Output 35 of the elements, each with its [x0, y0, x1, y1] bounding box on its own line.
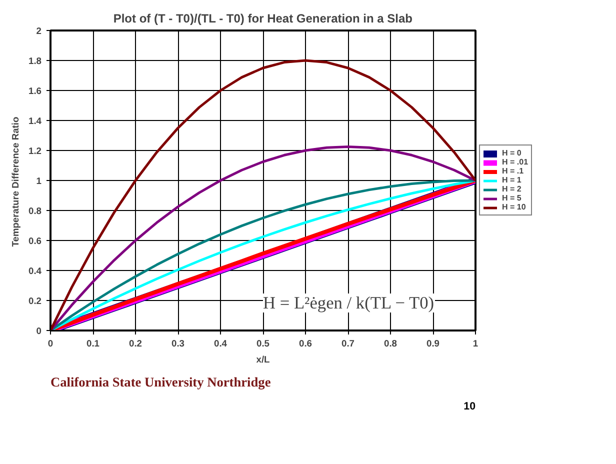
- legend-label: H = .1: [502, 166, 524, 176]
- y-tick-label: 1: [36, 176, 42, 186]
- x-tick-label: 0.7: [342, 338, 354, 348]
- legend-label: H = 5: [502, 194, 522, 202]
- x-tick-label: 0.1: [86, 338, 100, 348]
- x-axis-title: x/L: [256, 354, 270, 364]
- y-tick-label: 0: [36, 326, 42, 336]
- y-tick-label: 0.6: [28, 236, 42, 246]
- x-tick-label: 1: [472, 338, 478, 348]
- y-tick-label: 2: [36, 26, 42, 36]
- text: 10: [464, 400, 476, 412]
- y-axis-title: Temperature Difference Ratio: [10, 116, 21, 247]
- chart-title: Plot of (T - T0)/(TL - T0) for Heat Generation in a Slab: [113, 12, 412, 26]
- x-tick-label: 0.9: [426, 338, 440, 348]
- x-tick-label: 0.4: [214, 338, 228, 348]
- x-tick-label: 0.3: [172, 338, 184, 348]
- y-tick-label: 1.4: [28, 116, 42, 126]
- y-tick-label: 1.2: [28, 146, 42, 156]
- text: California State University Northridge: [50, 374, 271, 390]
- y-tick-label: 0.8: [28, 206, 42, 216]
- x-tick-label: 0.5: [256, 338, 270, 348]
- x-tick-label: 0.8: [384, 338, 397, 348]
- legend-label: H = 10: [502, 202, 526, 212]
- annotation: H = L²ėgen / k(TL − T0): [263, 294, 434, 312]
- legend-label: H = 1: [502, 176, 522, 184]
- y-tick-label: 0.4: [28, 266, 42, 276]
- y-tick-label: 1.8: [28, 56, 42, 66]
- x-tick-label: 0.2: [129, 338, 142, 348]
- x-tick-label: 0.6: [299, 338, 312, 348]
- legend-label: H = 0: [502, 148, 522, 158]
- legend-label: H = 2: [502, 184, 522, 194]
- legend-label: H = .01: [502, 158, 528, 166]
- y-tick-label: 1.6: [28, 86, 42, 96]
- x-tick-label: 0: [48, 338, 54, 348]
- y-tick-label: 0.2: [28, 296, 42, 306]
